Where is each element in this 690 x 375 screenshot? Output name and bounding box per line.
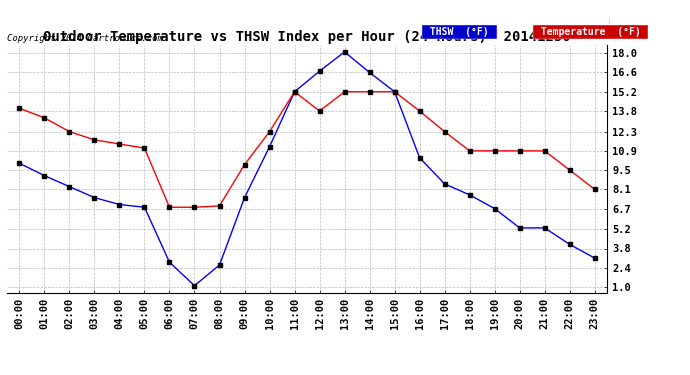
Text: Temperature  (°F): Temperature (°F) xyxy=(535,27,647,37)
Text: THSW  (°F): THSW (°F) xyxy=(424,27,495,37)
Title: Outdoor Temperature vs THSW Index per Hour (24 Hours)  20141230: Outdoor Temperature vs THSW Index per Ho… xyxy=(43,30,571,44)
Text: Copyright 2014 Cartronics.com: Copyright 2014 Cartronics.com xyxy=(7,33,163,42)
Text: THSW  (°F)  Temperature  (°F): THSW (°F) Temperature (°F) xyxy=(425,19,607,29)
Text: THSW  (°F): THSW (°F) xyxy=(537,19,607,29)
